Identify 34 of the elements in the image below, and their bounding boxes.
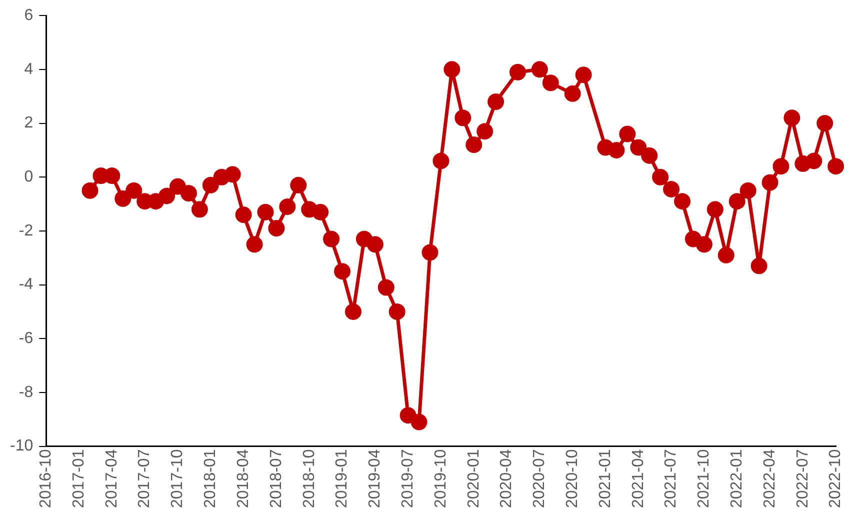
x-tick-label: 2019-07 [399, 449, 416, 508]
x-tick-label: 2021-07 [662, 449, 680, 508]
y-tick-label: -4 [18, 276, 34, 294]
x-tick-label: 2018-04 [234, 449, 252, 508]
x-tick-label: 2017-01 [70, 449, 88, 508]
x-tick-label: 2022-01 [728, 449, 746, 508]
x-tick-label: 2018-10 [300, 449, 318, 508]
x-tick-label: 2020-07 [531, 449, 548, 508]
x-tick-label: 2019-01 [334, 449, 351, 508]
x-tick-label: 2016-10 [38, 449, 55, 508]
y-tick-label: 6 [24, 7, 34, 24]
x-tick-label: 2020-04 [498, 449, 516, 508]
x-tick-label: 2021-04 [630, 449, 647, 508]
x-tick-label: 2020-10 [564, 449, 581, 508]
x-tick-label: 2018-01 [202, 449, 220, 508]
x-tick-label: 2020-01 [465, 449, 482, 508]
x-tick-label: 2021-10 [696, 449, 713, 508]
y-tick-label: -8 [18, 384, 34, 401]
y-tick-label: -2 [18, 222, 34, 240]
x-tick-label: 2021-01 [596, 449, 614, 508]
x-tick-label: 2018-07 [268, 449, 285, 508]
y-tick-label: 4 [24, 60, 34, 78]
x-tick-label: 2022-07 [794, 449, 812, 508]
y-tick-label: -6 [18, 330, 34, 348]
y-tick-label: 2 [24, 114, 34, 132]
x-tick-label: 2019-04 [366, 449, 384, 508]
x-tick-label: 2017-10 [169, 449, 186, 508]
x-tick-label: 2022-10 [827, 449, 844, 508]
x-tick-label: 2017-07 [136, 449, 154, 508]
x-tick-label: 2019-10 [432, 449, 450, 508]
x-tick-label: 2017-04 [103, 449, 120, 508]
y-tick-label: 0 [24, 168, 34, 186]
y-tick-label: -10 [10, 438, 34, 455]
x-tick-label: 2022-04 [761, 449, 778, 508]
